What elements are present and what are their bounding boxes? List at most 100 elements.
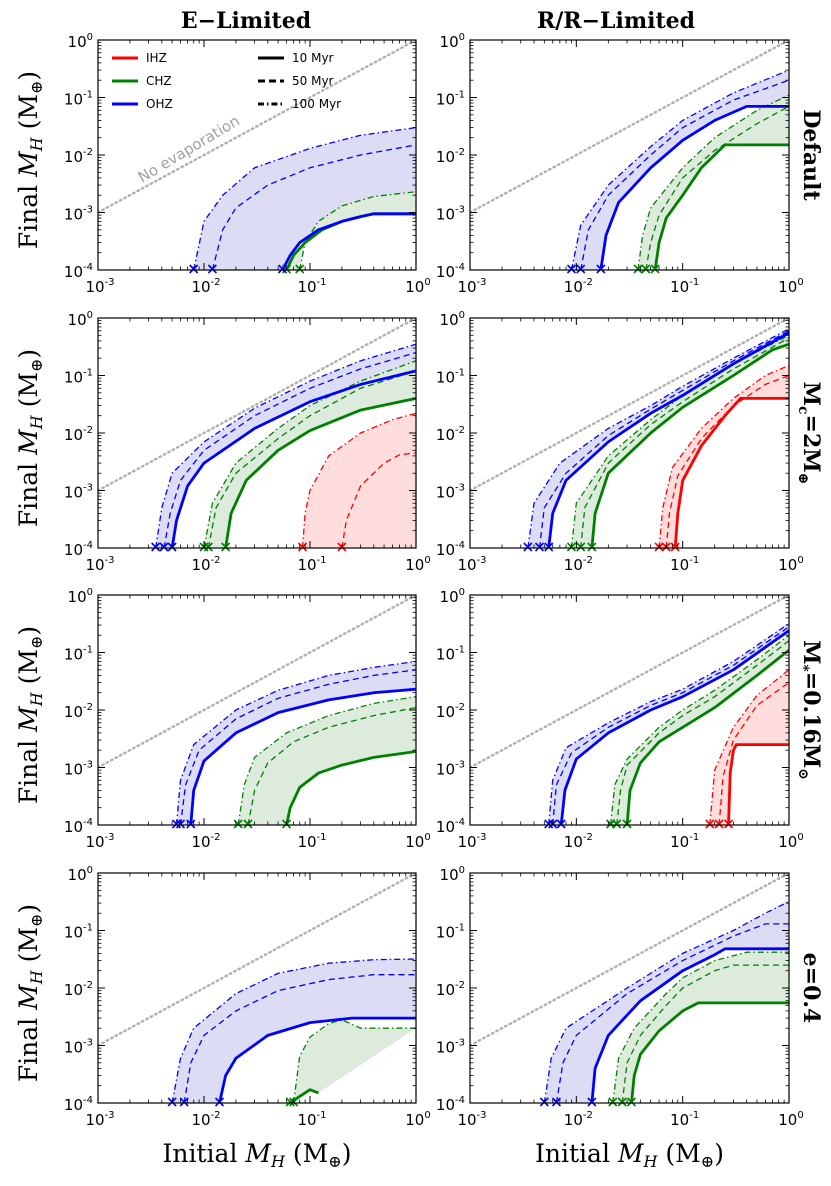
y-tick-label: 10-2 <box>436 147 465 166</box>
y-tick-label: 100 <box>68 587 93 606</box>
y-tick-label: 10-1 <box>436 645 465 664</box>
ohz-start-marker <box>523 542 533 552</box>
ohz-line-100myr <box>175 660 416 825</box>
ohz-line-50myr <box>538 330 789 548</box>
x-tick-label: 100 <box>778 277 803 296</box>
x-tick-label: 10-1 <box>670 832 699 851</box>
x-tick-label: 10-2 <box>191 832 220 851</box>
ohz-line-100myr <box>527 328 789 548</box>
column-title-rr-limited: R/R−Limited <box>537 8 695 34</box>
ohz-line-100myr <box>155 343 416 548</box>
y-tick-label: 10-2 <box>436 702 465 721</box>
x-tick-label: 10-1 <box>670 277 699 296</box>
ohz-start-marker <box>214 1097 225 1107</box>
x-tick-label: 10-2 <box>191 1110 220 1129</box>
no-evaporation-line <box>470 318 789 492</box>
ohz-start-marker <box>179 1097 189 1107</box>
figure-labels: E−Limited R/R−Limited IHZ CHZ OHZ 10 Myr 50 … <box>14 8 824 1171</box>
chz-line-10myr <box>630 1001 789 1103</box>
y-tick-label: 10-2 <box>64 980 93 999</box>
y-tick-label: 10-1 <box>64 368 93 387</box>
no-evaporation-line <box>98 318 416 492</box>
y-tick-label: 10-3 <box>64 483 93 502</box>
ohz-line-100myr <box>548 622 789 825</box>
y-tick-label: 10-3 <box>64 760 93 779</box>
ohz-line-50myr <box>552 626 789 825</box>
ohz-fill <box>176 661 416 825</box>
y-tick-label: 100 <box>68 32 93 51</box>
ohz-start-marker <box>151 542 161 552</box>
chz-line-100myr <box>203 360 416 548</box>
chz-line-50myr <box>645 105 789 270</box>
y-tick-label: 10-1 <box>436 923 465 942</box>
x-tick-label: 10-2 <box>191 555 220 574</box>
chz-line-10myr <box>285 750 416 825</box>
chz-line-100myr <box>237 696 416 825</box>
no-evaporation-line <box>470 595 789 769</box>
legend-label-100myr: 100 Myr <box>292 97 341 111</box>
ohz-start-marker <box>186 819 196 829</box>
chz-line-50myr <box>621 964 789 1103</box>
x-tick-label: 10-2 <box>564 1110 593 1129</box>
x-tick-label: 100 <box>405 1110 430 1129</box>
ohz-line-10myr <box>170 369 416 548</box>
y-tick-label: 10-3 <box>436 760 465 779</box>
x-tick-label: 10-1 <box>670 1110 699 1129</box>
chz-fill <box>638 95 789 270</box>
chz-start-marker <box>617 1097 627 1107</box>
ihz-start-marker <box>670 542 680 552</box>
chz-start-marker <box>641 264 651 274</box>
ihz-line-50myr <box>665 374 789 548</box>
y-tick-label: 10-2 <box>64 702 93 721</box>
plot-area <box>470 40 789 270</box>
x-tick-label: 100 <box>778 555 803 574</box>
ohz-line-10myr <box>281 212 416 270</box>
plot-area <box>98 595 416 825</box>
ihz-fill <box>659 365 789 548</box>
ohz-start-marker <box>576 264 586 274</box>
ohz-fill <box>544 901 789 1103</box>
x-tick-label: 100 <box>405 555 430 574</box>
chz-start-marker <box>576 542 586 552</box>
chz-line-100myr <box>609 634 789 825</box>
y-tick-label: 10-3 <box>436 205 465 224</box>
column-title-e-limited: E−Limited <box>181 8 311 34</box>
chz-line-100myr <box>292 1019 416 1103</box>
ticks <box>469 872 790 1104</box>
chz-fill <box>290 1019 416 1103</box>
ticks <box>97 317 417 549</box>
ihz-start-marker <box>714 819 724 829</box>
x-tick-label: 10-3 <box>85 832 114 851</box>
y-tick-label: 100 <box>68 865 93 884</box>
y-tick-label: 100 <box>440 587 465 606</box>
no-evaporation-line <box>98 595 416 769</box>
y-tick-label: 10-1 <box>436 368 465 387</box>
no-evaporation-line <box>470 873 789 1047</box>
chz-line-10myr <box>653 143 789 270</box>
y-axis-label: Final MH (M⊕) <box>14 626 46 804</box>
chz-fill <box>610 635 789 825</box>
x-tick-label: 10-3 <box>457 832 486 851</box>
y-tick-label: 10-4 <box>436 262 465 281</box>
x-tick-label: 10-3 <box>457 1110 486 1129</box>
y-tick-label: 10-3 <box>64 205 93 224</box>
y-tick-label: 10-4 <box>64 817 93 836</box>
chz-line-100myr <box>299 191 416 270</box>
y-tick-label: 10-2 <box>64 147 93 166</box>
y-tick-label: 10-4 <box>436 1095 465 1114</box>
chz-start-marker <box>587 542 597 552</box>
chz-start-marker <box>285 1097 295 1107</box>
y-tick-label: 100 <box>440 32 465 51</box>
plot-area <box>470 595 789 825</box>
y-tick-label: 100 <box>68 310 93 329</box>
x-tick-label: 100 <box>778 832 803 851</box>
plot-area <box>470 873 789 1103</box>
x-tick-label: 10-3 <box>457 277 486 296</box>
legend-label-ihz: IHZ <box>146 51 167 65</box>
ohz-fill <box>193 127 416 270</box>
x-tick-label: 10-3 <box>85 277 114 296</box>
